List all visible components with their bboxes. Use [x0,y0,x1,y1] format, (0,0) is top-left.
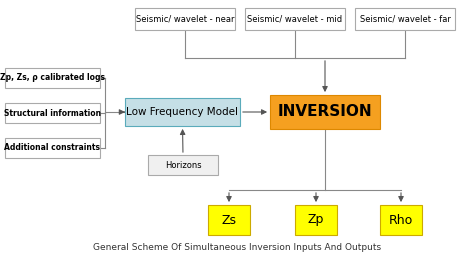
FancyBboxPatch shape [125,98,240,126]
Text: Rho: Rho [389,214,413,226]
Text: Low Frequency Model: Low Frequency Model [127,107,238,117]
Text: Horizons: Horizons [164,161,201,170]
FancyBboxPatch shape [380,205,422,235]
FancyBboxPatch shape [245,8,345,30]
Text: INVERSION: INVERSION [278,105,372,120]
FancyBboxPatch shape [295,205,337,235]
Text: Seismic/ wavelet - mid: Seismic/ wavelet - mid [247,14,343,23]
Text: Zp: Zp [308,214,324,226]
Text: Additional constraints: Additional constraints [4,143,100,152]
FancyBboxPatch shape [5,103,100,123]
Text: Structural information: Structural information [4,108,101,117]
Text: General Scheme Of Simultaneous Inversion Inputs And Outputs: General Scheme Of Simultaneous Inversion… [93,243,381,252]
FancyBboxPatch shape [148,155,218,175]
FancyBboxPatch shape [208,205,250,235]
FancyBboxPatch shape [355,8,455,30]
FancyBboxPatch shape [270,95,380,129]
Text: Seismic/ wavelet - near: Seismic/ wavelet - near [136,14,234,23]
FancyBboxPatch shape [5,138,100,158]
Text: Zp, Zs, ρ calibrated logs: Zp, Zs, ρ calibrated logs [0,74,105,82]
Text: Zs: Zs [221,214,237,226]
Text: Seismic/ wavelet - far: Seismic/ wavelet - far [360,14,450,23]
FancyBboxPatch shape [135,8,235,30]
FancyBboxPatch shape [5,68,100,88]
